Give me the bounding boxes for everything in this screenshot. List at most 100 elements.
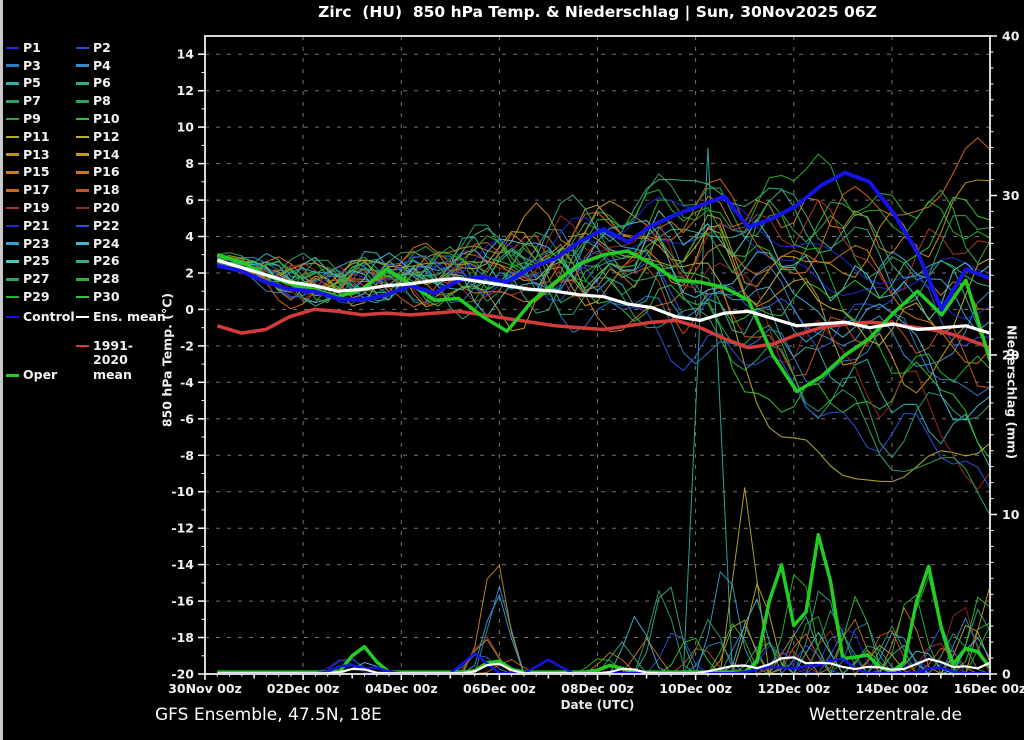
legend-item-p11: P11: [6, 128, 76, 144]
x-axis-tick-label: 06Dec 00z: [463, 681, 536, 696]
legend-swatch-p30: [76, 295, 89, 299]
legend-label-p14: P14: [93, 146, 120, 162]
legend-swatch-p8: [76, 100, 89, 103]
legend-item-p6: P6: [76, 76, 146, 90]
footer-site-name: Wetterzentrale.de: [808, 705, 962, 725]
right-axis-tick-label: 0: [1002, 667, 1011, 682]
legend-item-p14: P14: [76, 146, 146, 162]
legend-row: P13 P14: [6, 146, 176, 164]
legend-label-p15: P15: [23, 164, 50, 180]
left-axis-tick-label: -18: [171, 630, 194, 645]
legend-swatch-p10: [76, 117, 89, 121]
legend-item-ens-mean: Ens. mean: [76, 309, 166, 324]
footer-model-info: GFS Ensemble, 47.5N, 18E: [155, 705, 382, 725]
legend-label-p3: P3: [23, 57, 41, 73]
legend-label-p6: P6: [93, 75, 111, 91]
legend-label-p17: P17: [23, 182, 50, 198]
legend-item-p30: P30: [76, 290, 146, 304]
legend-item-p23: P23: [6, 236, 76, 251]
legend-label-p13: P13: [23, 146, 50, 162]
legend-row: P15 P16: [6, 164, 176, 182]
chart-title: Zirc (HU) 850 hPa Temp. & Niederschlag |…: [318, 3, 877, 21]
left-axis-tick-label: 0: [185, 302, 194, 317]
legend-label-p11: P11: [23, 128, 50, 144]
legend-item-p8: P8: [76, 94, 146, 108]
legend-swatch-oper: [6, 374, 19, 377]
oper-precip-line: [217, 533, 992, 674]
legend-swatch-p1: [6, 46, 19, 50]
legend: P1 P2 P3 P4 P5 P6 P7 P8 P9 P10 P11 P12 P13 P14 P15 P16 P…: [6, 39, 176, 382]
x-axis-tick-label: 04Dec 00z: [365, 681, 438, 696]
legend-swatch-p13: [6, 153, 19, 156]
legend-item-p21: P21: [6, 218, 76, 233]
legend-label-p26: P26: [93, 253, 120, 269]
legend-swatch-p11: [6, 135, 19, 139]
left-axis-tick-label: -4: [180, 375, 194, 390]
legend-item-p19: P19: [6, 201, 76, 215]
legend-item-control: Control: [6, 308, 76, 324]
left-axis-tick-label: -6: [180, 411, 194, 426]
legend-item-p28: P28: [76, 272, 146, 286]
left-axis-tick-label: -20: [171, 667, 194, 682]
left-axis-tick-label: -2: [180, 338, 194, 353]
legend-swatch-p19: [6, 206, 19, 210]
x-axis-tick-label: 02Dec 00z: [267, 681, 340, 696]
legend-swatch-p28: [76, 278, 89, 281]
legend-row: P29 P30: [6, 288, 176, 306]
legend-row: P23 P24: [6, 235, 176, 253]
ens-mean-precip-line: [217, 656, 991, 675]
legend-swatch-p15: [6, 171, 19, 174]
legend-item-p7: P7: [6, 94, 76, 108]
x-axis-tick-label: 10Dec 00z: [659, 681, 732, 696]
legend-label-p16: P16: [93, 164, 120, 180]
legend-row: P21 P22: [6, 217, 176, 235]
member-p30-temp-line: [217, 196, 991, 324]
legend-item-p18: P18: [76, 183, 146, 197]
legend-label-p24: P24: [93, 235, 120, 251]
x-axis-tick-label: 12Dec 00z: [757, 681, 830, 696]
left-axis-tick-label: 8: [185, 156, 194, 171]
legend-label-control: Control: [23, 308, 75, 324]
left-edge-strip: [0, 0, 3, 740]
legend-label-climate-mean: 1991-2020 mean: [93, 337, 133, 382]
legend-label-p4: P4: [93, 57, 111, 73]
left-axis-tick-label: -12: [171, 521, 194, 536]
legend-row: P9 P10: [6, 110, 176, 128]
member-p15-temp-line: [217, 195, 991, 310]
legend-swatch-ens-mean: [76, 315, 89, 319]
legend-swatch-climate-mean: [76, 344, 89, 348]
legend-swatch-p2: [76, 46, 89, 50]
legend-swatch-p6: [76, 82, 89, 85]
legend-swatch-control: [6, 315, 19, 319]
legend-item-p12: P12: [76, 128, 146, 144]
legend-label-p18: P18: [93, 182, 120, 198]
legend-swatch-p27: [6, 278, 19, 281]
left-axis-tick-label: 10: [177, 120, 195, 135]
legend-swatch-p18: [76, 189, 89, 192]
legend-label-p12: P12: [93, 128, 120, 144]
left-axis-tick-label: -14: [171, 557, 194, 572]
legend-label-p2: P2: [93, 39, 111, 55]
legend-swatch-p23: [6, 242, 19, 245]
legend-item-p22: P22: [76, 218, 146, 233]
member-p6-temp-line: [217, 189, 991, 336]
legend-item-p27: P27: [6, 272, 76, 286]
legend-item-p3: P3: [6, 57, 76, 73]
legend-label-p5: P5: [23, 75, 41, 91]
x-axis-tick-label: 16Dec 00z: [954, 681, 1024, 696]
legend-item-p1: P1: [6, 40, 76, 55]
legend-label-p7: P7: [23, 93, 41, 109]
legend-swatch-p21: [6, 224, 19, 228]
legend-row-control-ensmean: Control Ens. mean: [6, 308, 176, 326]
legend-item-p26: P26: [76, 254, 146, 268]
legend-row: P1 P2: [6, 39, 176, 57]
member-p13-precip-line: [217, 564, 990, 675]
legend-swatch-p3: [6, 64, 19, 67]
member-p22-temp-line: [217, 260, 991, 489]
legend-swatch-p26: [76, 260, 89, 263]
legend-row: P25 P26: [6, 253, 176, 271]
legend-item-climate-mean: 1991-2020 mean: [76, 337, 146, 383]
member-p3-temp-line: [217, 256, 991, 397]
ens-mean-temp-line: [216, 258, 991, 335]
